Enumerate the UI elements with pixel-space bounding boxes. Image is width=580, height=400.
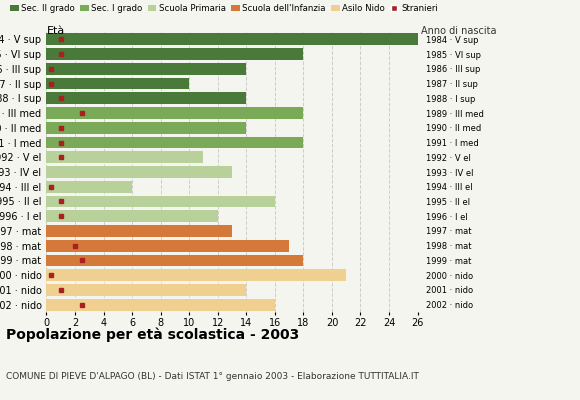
Bar: [46, 137, 303, 148]
Text: Età: Età: [46, 26, 64, 36]
Bar: [46, 78, 189, 90]
Bar: [46, 196, 275, 207]
Bar: [46, 166, 232, 178]
Bar: [46, 225, 232, 237]
Bar: [46, 92, 246, 104]
Bar: [46, 181, 132, 193]
Bar: [46, 254, 303, 266]
Bar: [46, 210, 218, 222]
Bar: [46, 48, 303, 60]
Bar: [46, 240, 289, 252]
Bar: [46, 63, 246, 75]
Text: Anno di nascita: Anno di nascita: [421, 26, 496, 36]
Bar: [46, 107, 303, 119]
Text: COMUNE DI PIEVE D'ALPAGO (BL) - Dati ISTAT 1° gennaio 2003 - Elaborazione TUTTIT: COMUNE DI PIEVE D'ALPAGO (BL) - Dati IST…: [6, 372, 419, 381]
Bar: [46, 284, 246, 296]
Bar: [46, 299, 275, 310]
Bar: [46, 34, 418, 45]
Bar: [46, 269, 346, 281]
Text: Popolazione per età scolastica - 2003: Popolazione per età scolastica - 2003: [6, 328, 299, 342]
Bar: [46, 122, 246, 134]
Bar: [46, 151, 204, 163]
Legend: Sec. II grado, Sec. I grado, Scuola Primaria, Scuola dell'Infanzia, Asilo Nido, : Sec. II grado, Sec. I grado, Scuola Prim…: [10, 4, 438, 13]
